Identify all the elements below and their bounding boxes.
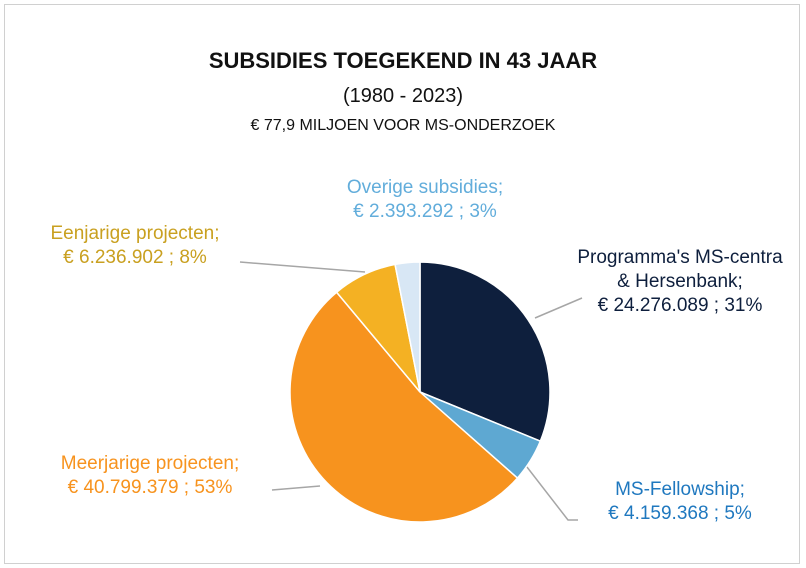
data-label: Eenjarige projecten; € 6.236.902 ; 8%: [10, 222, 260, 270]
label-category: Programma's MS-centra & Hersenbank;: [577, 247, 783, 292]
label-value: € 4.159.368 ; 5%: [608, 503, 752, 524]
chart-frame: [4, 4, 800, 564]
label-category: Eenjarige projecten;: [50, 223, 220, 244]
pie-slice: [394, 261, 421, 393]
leader-line: [271, 485, 321, 491]
label-value: € 2.393.292 ; 3%: [353, 201, 497, 222]
label-value: € 24.276.089 ; 31%: [597, 295, 763, 316]
data-label: Overige subsidies; € 2.393.292 ; 3%: [300, 176, 550, 224]
leader-line: [239, 261, 366, 273]
label-category: MS-Fellowship;: [615, 479, 745, 500]
chart-title: SUBSIDIES TOEGEKEND IN 43 JAAR: [208, 48, 598, 73]
label-category: Overige subsidies;: [346, 177, 504, 198]
label-value: € 40.799.379 ; 53%: [67, 477, 233, 498]
pie-slice: [289, 291, 519, 523]
label-value: € 6.236.902 ; 8%: [63, 247, 207, 268]
data-label: Programma's MS-centra & Hersenbank; € 24.…: [575, 246, 785, 318]
leader-line: [534, 297, 583, 319]
leader-line: [519, 457, 578, 521]
label-category: Meerjarige projecten;: [60, 453, 240, 474]
data-label: Meerjarige projecten; € 40.799.379 ; 53%: [20, 452, 280, 500]
data-label: MS-Fellowship; € 4.159.368 ; 5%: [575, 478, 785, 526]
pie-slice: [419, 261, 551, 443]
chart-subtitle: (1980 - 2023): [342, 85, 464, 107]
chart-annotation: € 77,9 MILJOEN VOOR MS-ONDERZOEK: [250, 117, 556, 134]
